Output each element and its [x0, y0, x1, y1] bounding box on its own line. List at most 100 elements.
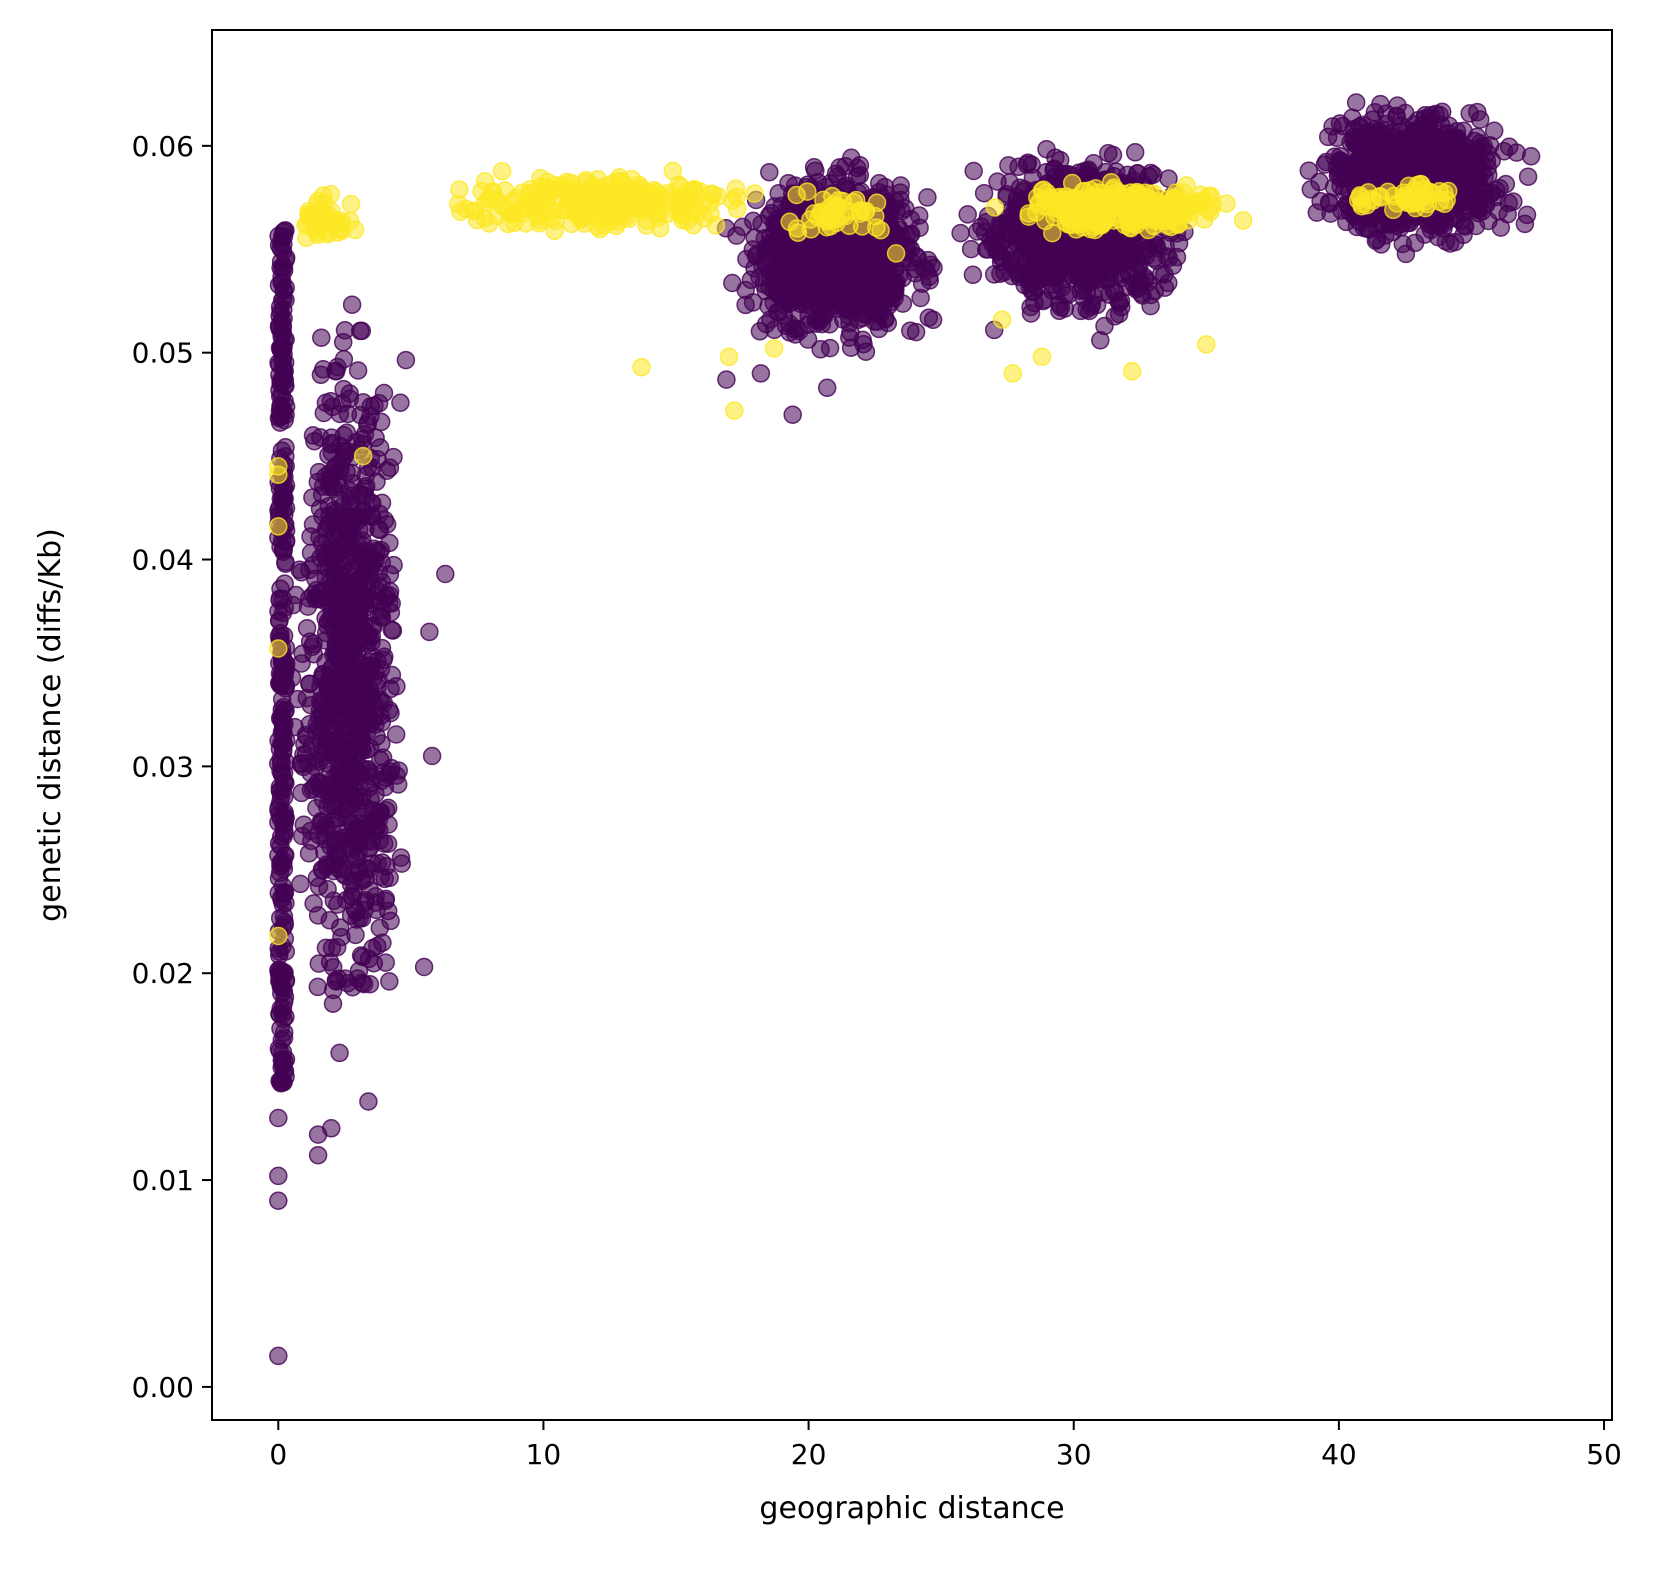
data-point-series-0 — [815, 236, 835, 256]
data-point-series-0 — [354, 704, 373, 723]
data-point-series-0 — [351, 546, 370, 566]
data-point-series-0 — [1489, 202, 1508, 221]
data-point-series-0 — [330, 783, 350, 803]
data-point-series-0 — [1415, 225, 1435, 244]
data-point-series-0 — [276, 1067, 295, 1086]
data-point-series-0 — [274, 740, 293, 759]
data-point-series-0 — [354, 393, 373, 412]
data-point-series-0 — [414, 957, 434, 977]
data-point-series-0 — [387, 766, 406, 785]
data-point-series-0 — [1370, 141, 1390, 160]
data-point-series-1 — [621, 199, 640, 218]
x-tick-label: 40 — [1321, 1438, 1357, 1471]
data-point-series-0 — [984, 265, 1004, 284]
data-point-series-0 — [1372, 160, 1391, 179]
data-point-series-1 — [1066, 220, 1086, 239]
data-point-series-0 — [817, 378, 837, 398]
data-point-series-0 — [349, 791, 369, 811]
data-point-series-0 — [396, 350, 416, 370]
data-point-series-0 — [911, 288, 930, 308]
data-point-series-0 — [282, 668, 302, 688]
data-point-series-0 — [272, 765, 292, 784]
y-tick-label: 0.00 — [132, 1371, 194, 1404]
data-point-series-0 — [359, 1092, 378, 1111]
data-point-series-0 — [768, 302, 787, 322]
y-axis-title: genetic distance (diffs/Kb) — [33, 528, 68, 922]
data-point-series-0 — [859, 286, 878, 305]
data-point-series-0 — [787, 319, 807, 339]
data-point-series-0 — [420, 622, 439, 642]
data-point-series-0 — [999, 156, 1018, 175]
data-point-series-0 — [896, 199, 915, 218]
data-point-series-0 — [1491, 218, 1511, 237]
data-point-series-0 — [1044, 268, 1063, 288]
data-point-series-0 — [379, 815, 398, 834]
data-point-series-0 — [360, 974, 380, 994]
data-point-series-1 — [871, 220, 890, 240]
data-point-series-0 — [353, 947, 372, 967]
data-point-series-1 — [632, 357, 651, 377]
data-point-series-0 — [436, 564, 455, 584]
data-point-series-0 — [1036, 163, 1056, 182]
data-point-series-0 — [1394, 137, 1413, 157]
data-point-series-1 — [706, 216, 726, 235]
data-point-series-0 — [1050, 294, 1069, 314]
data-point-series-0 — [1518, 167, 1538, 186]
data-point-series-0 — [759, 247, 779, 267]
data-point-series-1 — [479, 214, 499, 233]
data-point-series-0 — [1319, 192, 1339, 212]
x-tick-label: 0 — [269, 1438, 287, 1471]
data-point-series-0 — [1504, 192, 1523, 211]
data-point-series-1 — [828, 196, 847, 216]
data-point-series-1 — [745, 184, 764, 203]
data-point-series-1 — [598, 202, 617, 222]
data-point-series-0 — [847, 158, 867, 178]
data-point-series-0 — [348, 635, 368, 654]
data-point-series-1 — [1361, 189, 1381, 209]
data-point-series-0 — [733, 217, 752, 237]
data-point-series-1 — [587, 216, 607, 236]
data-point-series-0 — [783, 405, 802, 424]
data-point-series-0 — [272, 700, 292, 719]
data-point-series-0 — [1350, 212, 1369, 231]
data-point-series-0 — [323, 477, 342, 497]
data-point-series-0 — [1310, 172, 1329, 192]
data-point-series-0 — [272, 310, 291, 330]
data-point-series-0 — [346, 688, 365, 707]
data-point-series-1 — [532, 188, 552, 207]
data-point-series-1 — [1081, 181, 1100, 200]
data-point-series-0 — [1084, 154, 1103, 173]
data-point-series-1 — [688, 204, 707, 223]
data-point-series-0 — [812, 314, 832, 334]
data-point-series-0 — [826, 164, 846, 184]
y-tick-label: 0.02 — [132, 957, 194, 990]
data-point-series-0 — [340, 617, 359, 636]
x-axis-title: geographic distance — [759, 1491, 1064, 1526]
data-point-series-0 — [737, 249, 756, 269]
data-point-series-0 — [422, 746, 442, 766]
data-point-series-0 — [292, 826, 312, 846]
data-point-series-0 — [377, 515, 397, 534]
data-point-series-1 — [542, 208, 562, 227]
data-point-series-0 — [342, 463, 362, 483]
data-point-series-0 — [274, 883, 294, 903]
data-point-series-1 — [648, 204, 668, 224]
data-point-series-1 — [507, 188, 526, 208]
data-point-series-0 — [291, 874, 310, 894]
data-point-series-0 — [1426, 104, 1445, 124]
data-point-series-0 — [309, 954, 329, 973]
data-point-series-0 — [271, 407, 290, 427]
data-point-series-1 — [719, 347, 739, 367]
data-point-series-0 — [820, 338, 840, 358]
data-point-series-0 — [271, 827, 291, 847]
data-point-series-0 — [272, 227, 292, 247]
data-point-series-0 — [1437, 132, 1456, 151]
data-point-series-0 — [1494, 142, 1514, 161]
data-point-series-1 — [985, 198, 1004, 217]
data-point-series-0 — [320, 583, 339, 603]
data-point-series-1 — [788, 223, 808, 242]
data-point-series-0 — [301, 543, 321, 563]
data-point-series-0 — [337, 517, 356, 537]
data-point-series-0 — [1346, 93, 1366, 112]
